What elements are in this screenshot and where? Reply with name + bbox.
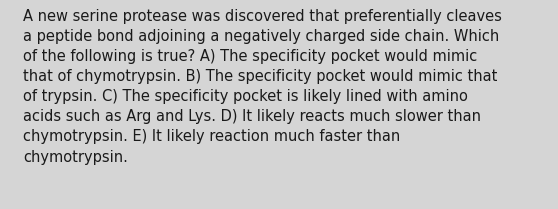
Text: A new serine protease was discovered that preferentially cleaves
a peptide bond : A new serine protease was discovered tha… bbox=[23, 9, 502, 164]
